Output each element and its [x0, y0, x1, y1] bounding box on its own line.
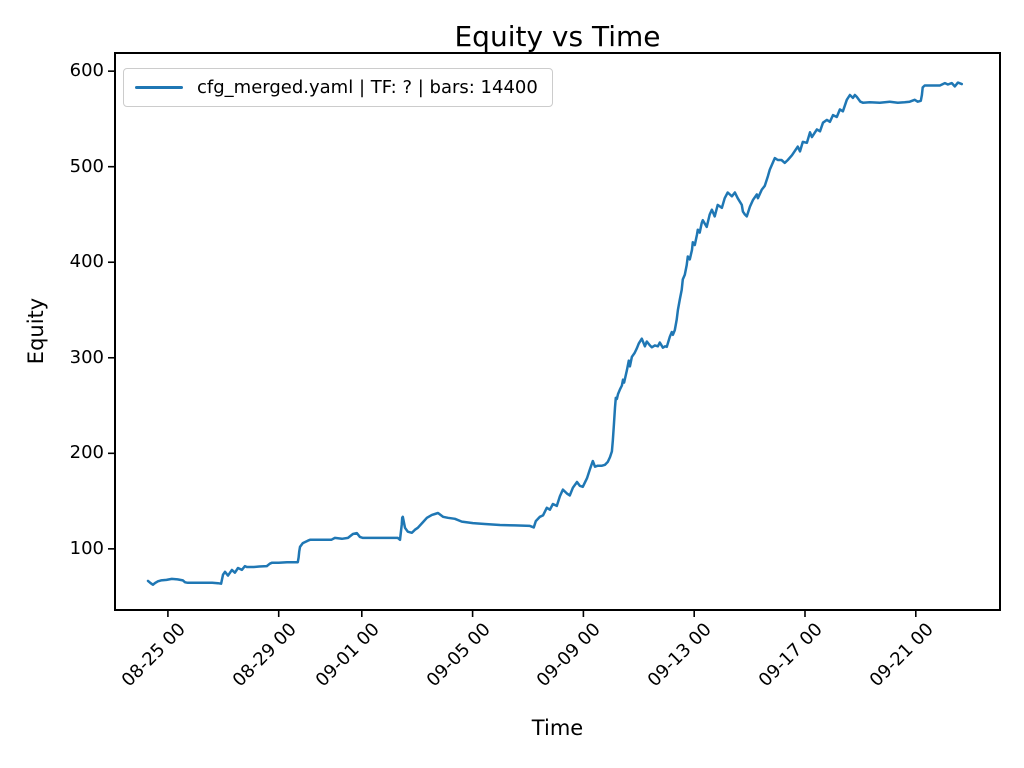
legend: cfg_merged.yaml | TF: ? | bars: 14400: [123, 68, 553, 107]
y-tick-label: 100: [69, 537, 104, 559]
axes-spines: [114, 52, 1001, 611]
legend-line-sample: [135, 86, 183, 89]
y-tick-label: 500: [69, 155, 104, 177]
y-tick-label: 300: [69, 346, 104, 368]
y-tick-label: 600: [69, 60, 104, 82]
y-tick-label: 200: [69, 442, 104, 464]
equity-line: [146, 81, 964, 586]
y-tick-label: 400: [69, 251, 104, 273]
x-axis-label: Time: [531, 716, 584, 740]
legend-label: cfg_merged.yaml | TF: ? | bars: 14400: [197, 77, 538, 98]
chart-title: Equity vs Time: [454, 20, 661, 53]
y-axis-label: Equity: [24, 297, 48, 365]
